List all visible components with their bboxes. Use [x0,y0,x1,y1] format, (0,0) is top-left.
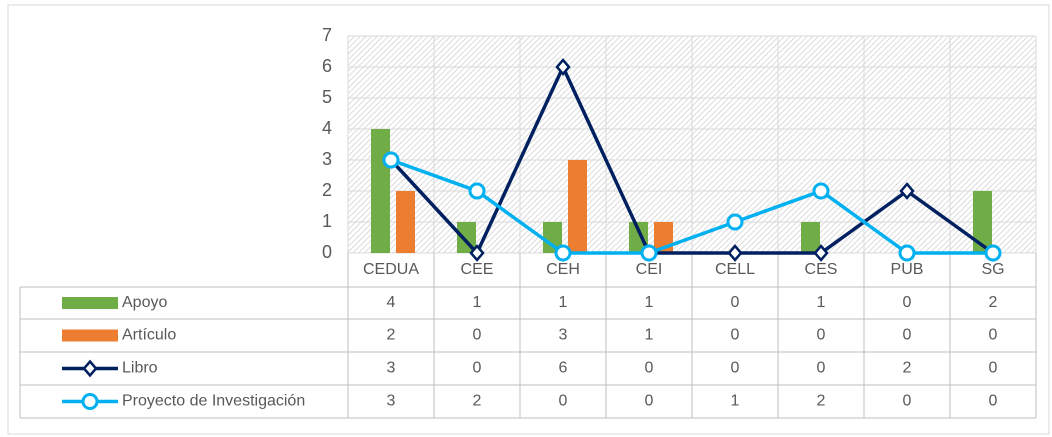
table-cell: 0 [817,360,826,377]
chart-frame [7,4,1050,435]
table-cell: 0 [731,294,740,311]
table-cell: 3 [387,360,396,377]
marker [640,244,658,262]
x-tick-label: PUB [891,261,924,278]
table-cell: 1 [731,393,740,410]
table-cell: 0 [645,360,654,377]
table-cell: 0 [903,294,912,311]
table-cell: 2 [473,393,482,410]
table-cell: 3 [387,393,396,410]
y-tick-label: 0 [322,242,332,262]
marker [469,244,485,262]
y-tick-label: 2 [322,180,332,200]
table-cell: 2 [817,393,826,410]
table-cell: 1 [559,294,568,311]
marker [813,244,829,262]
bar [801,222,820,253]
marker [555,58,571,76]
table-cell: 2 [387,327,396,344]
x-tick-label: CEI [636,261,663,278]
x-tick-label: CEE [461,261,494,278]
marker [812,182,830,200]
y-tick-label: 7 [322,25,332,45]
x-tick-label: CELL [715,261,755,278]
x-tick-label: CES [805,261,838,278]
legend-marker [81,393,99,410]
x-tick-label: SG [981,261,1004,278]
marker [727,244,743,262]
marker [554,244,572,262]
table-cell: 0 [559,393,568,410]
table-cell: 1 [645,294,654,311]
table-cell: 0 [903,393,912,410]
table-cell: 6 [559,360,568,377]
bar [371,129,390,253]
marker [899,182,915,200]
table-cell: 0 [989,393,998,410]
y-tick-label: 5 [322,87,332,107]
legend-label: Apoyo [122,294,167,311]
marker [984,244,1002,262]
table-cell: 0 [817,327,826,344]
table-cell: 0 [989,327,998,344]
table-cell: 1 [817,294,826,311]
legend-key [62,297,118,309]
legend-key [62,329,118,342]
x-tick-label: CEH [546,261,580,278]
table-cell: 2 [989,294,998,311]
marker [726,213,744,231]
x-tick-label: CEDUA [363,261,419,278]
y-tick-label: 1 [322,211,332,231]
bar [543,222,562,253]
table-cell: 0 [473,360,482,377]
table-cell: 0 [731,360,740,377]
line [390,158,993,255]
bar [973,191,992,253]
y-tick-label: 6 [322,56,332,76]
legend-label: Artículo [122,327,176,344]
table-cell: 4 [387,294,396,311]
table-cell: 0 [903,327,912,344]
table-cell: 0 [473,327,482,344]
table-cell: 0 [645,393,654,410]
table-cell: 0 [731,327,740,344]
table-cell: 0 [989,360,998,377]
bar [568,160,587,253]
marker [898,244,916,262]
y-tick-label: 3 [322,149,332,169]
bar [396,191,415,253]
legend-label: Libro [122,360,158,377]
marker [382,151,400,169]
marker [468,182,486,200]
line [389,62,995,257]
table-cell: 2 [903,360,912,377]
table-cell: 1 [645,327,654,344]
y-tick-label: 4 [322,118,332,138]
legend-label: Proyecto de Investigación [122,393,305,410]
bar [629,222,648,253]
legend-marker [82,359,98,378]
table-cell: 3 [559,327,568,344]
table-cell: 1 [473,294,482,311]
